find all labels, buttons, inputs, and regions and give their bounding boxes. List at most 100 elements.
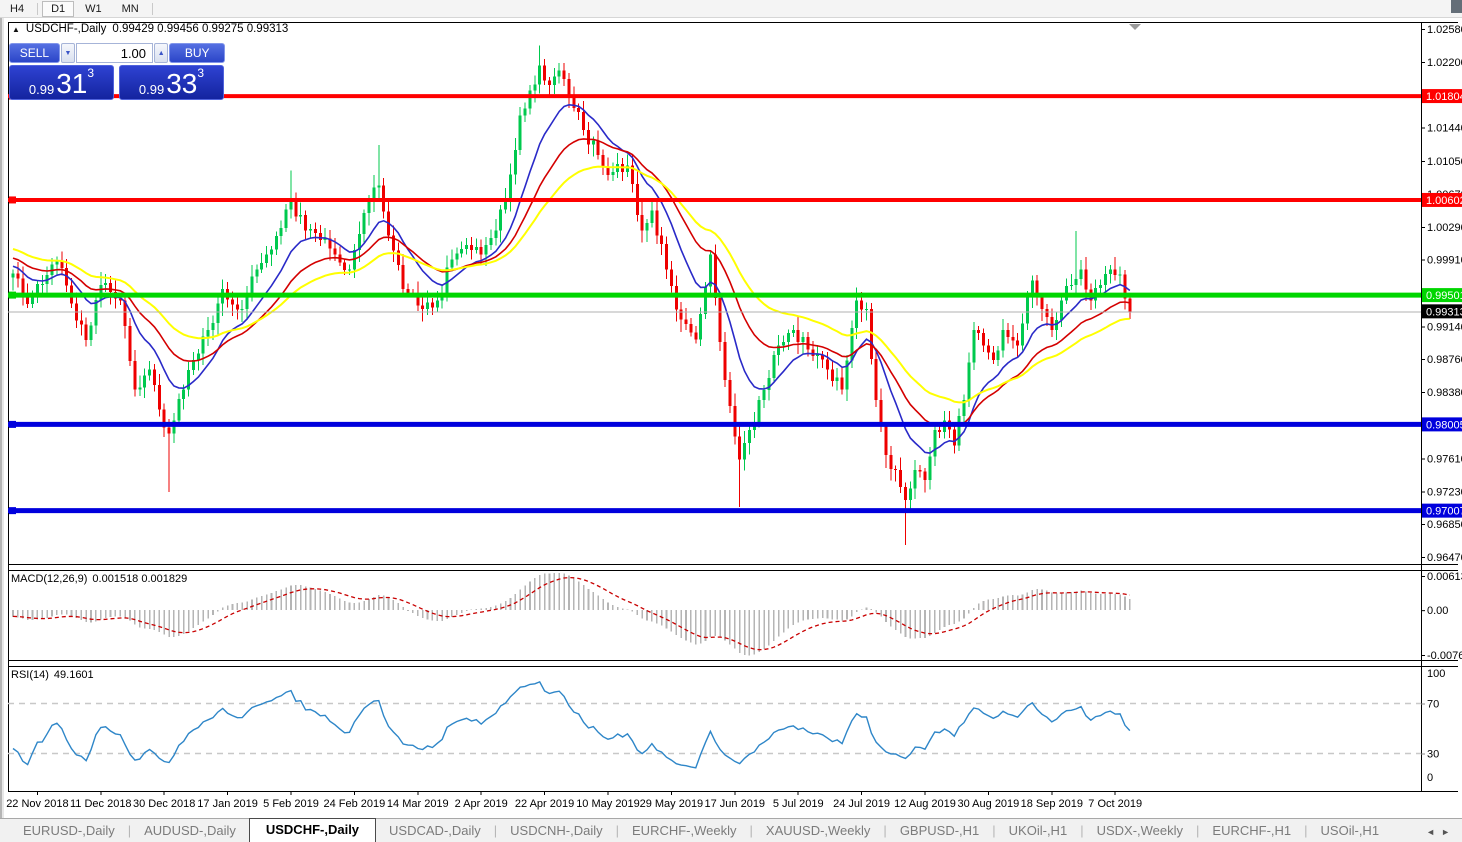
ma-line-12: [12, 103, 1131, 454]
rsi-axis: 100 70 30 0: [1421, 668, 1445, 784]
svg-text:1.00602: 1.00602: [1426, 195, 1462, 207]
svg-text:17 Jun 2019: 17 Jun 2019: [705, 798, 766, 810]
chart-title-row: ▲ USDCHF-,Daily 0.99429 0.99456 0.99275 …: [12, 23, 288, 35]
svg-text:2 Apr 2019: 2 Apr 2019: [455, 798, 508, 810]
macd-signal-line: [12, 576, 1130, 651]
chart-tabbar: EURUSD-,Daily | AUDUSD-,Daily USDCHF-,Daily…: [0, 818, 1462, 842]
level-lines[interactable]: 1.01804 1.00602 0.99501 0.98005 0.97007: [8, 89, 1462, 518]
volume-decrease-button[interactable]: ▼: [60, 43, 76, 63]
chart-tab-ukoil-h1[interactable]: UKOil-,H1: [1008, 823, 1068, 838]
tab-separator: |: [749, 823, 753, 838]
oneclick-collapse-icon[interactable]: ▲: [12, 24, 20, 34]
svg-text:17 Jan 2019: 17 Jan 2019: [197, 798, 258, 810]
buy-price-point: 3: [197, 66, 205, 80]
ma-line-24: [12, 138, 1130, 427]
rsi-name: RSI(14): [11, 669, 49, 681]
chart-shift-marker-icon[interactable]: [1129, 24, 1141, 30]
volume-input[interactable]: 1.00: [76, 43, 154, 63]
sell-price-point: 3: [87, 66, 95, 80]
chart-tab-audusd-daily[interactable]: AUDUSD-,Daily: [144, 823, 236, 838]
sell-price-pips: 31: [56, 68, 88, 99]
tab-scroll-left-icon[interactable]: ◄: [1426, 827, 1442, 837]
svg-text:1.01804: 1.01804: [1426, 91, 1462, 103]
svg-text:24 Jul 2019: 24 Jul 2019: [833, 798, 890, 810]
timeframe-button-w1[interactable]: W1: [85, 2, 102, 15]
rsi-indicator-label: RSI(14) 49.1601: [11, 669, 94, 681]
buy-button[interactable]: BUY: [169, 43, 225, 63]
svg-text:14 Mar 2019: 14 Mar 2019: [387, 798, 449, 810]
sell-button[interactable]: SELL: [9, 43, 60, 63]
volume-increase-button[interactable]: ▲: [154, 43, 169, 63]
svg-text:0.96470: 0.96470: [1427, 552, 1462, 564]
tab-separator: |: [992, 823, 996, 838]
tab-separator: |: [1196, 823, 1200, 838]
current-price-tag: 0.99313: [1422, 304, 1462, 319]
chart-tab-eurchf-h1[interactable]: EURCHF-,H1: [1212, 823, 1292, 838]
tab-scroll-arrows[interactable]: ◄►: [1426, 827, 1456, 837]
timeframe-button-h4[interactable]: H4: [10, 2, 25, 15]
one-click-trade-panel: SELL ▼ 1.00 ▲ BUY 0.99 31 3 0.99 33 3: [9, 43, 225, 100]
timeframe-button-d1[interactable]: D1: [42, 0, 75, 17]
svg-text:11 Dec 2018: 11 Dec 2018: [70, 798, 132, 810]
chart-symbol-title: USDCHF-,Daily: [25, 23, 107, 35]
sell-price-button[interactable]: 0.99 31 3: [9, 65, 114, 100]
chart-tab-xauusd-weekly[interactable]: XAUUSD-,Weekly: [765, 823, 871, 838]
tab-separator: |: [615, 823, 620, 838]
svg-text:30 Aug 2019: 30 Aug 2019: [958, 798, 1020, 810]
buy-price-button[interactable]: 0.99 33 3: [119, 65, 224, 100]
svg-text:24 Feb 2019: 24 Feb 2019: [323, 798, 385, 810]
svg-text:22 Apr 2019: 22 Apr 2019: [515, 798, 574, 810]
svg-text:18 Sep 2019: 18 Sep 2019: [1021, 798, 1083, 810]
chart-tab-gbpusd-h1[interactable]: GBPUSD-,H1: [899, 823, 980, 838]
pane-frames: [0, 18, 1458, 842]
svg-text:1.02580: 1.02580: [1427, 24, 1462, 36]
timeframe-toolbar: H4 D1 W1 MN: [0, 0, 1462, 18]
chart-tab-usoil-h1[interactable]: USOil-,H1: [1320, 823, 1380, 838]
level-handle: [9, 507, 16, 515]
svg-text:30 Dec 2018: 30 Dec 2018: [133, 798, 195, 810]
tab-separator: |: [127, 823, 132, 838]
svg-text:0.00613: 0.00613: [1427, 571, 1462, 583]
svg-text:0.97007: 0.97007: [1426, 506, 1462, 518]
time-axis: 22 Nov 2018 11 Dec 2018 30 Dec 2018 17 Jan …: [6, 791, 1142, 810]
sell-price-major: 0.99: [28, 82, 55, 97]
svg-text:29 May 2019: 29 May 2019: [640, 798, 704, 810]
svg-text:0.00: 0.00: [1427, 605, 1448, 617]
chart-tab-eurusd-daily[interactable]: EURUSD-,Daily: [23, 823, 115, 838]
level-handle: [9, 291, 16, 299]
level-handle: [9, 196, 16, 204]
timeframe-button-mn[interactable]: MN: [121, 2, 139, 15]
macd-indicator-label: MACD(12,26,9) 0.001518 0.001829: [11, 573, 187, 585]
svg-text:10 May 2019: 10 May 2019: [576, 798, 640, 810]
svg-text:0.99313: 0.99313: [1426, 306, 1462, 318]
window-edge: [1451, 0, 1462, 13]
tab-separator: |: [493, 823, 498, 838]
svg-text:22 Nov 2018: 22 Nov 2018: [6, 798, 68, 810]
svg-text:7 Oct 2019: 7 Oct 2019: [1088, 798, 1142, 810]
chart-tab-usdx-weekly[interactable]: USDX-,Weekly: [1096, 823, 1184, 838]
svg-text:0.98005: 0.98005: [1426, 419, 1462, 431]
chart-tab-eurchf-weekly[interactable]: EURCHF-,Weekly: [632, 823, 737, 838]
svg-text:1.02200: 1.02200: [1427, 57, 1462, 69]
chart-tab-usdcnh-daily[interactable]: USDCNH-,Daily: [510, 823, 603, 838]
svg-text:0.99501: 0.99501: [1426, 290, 1462, 302]
ma-line-40: [12, 165, 1130, 404]
tab-scroll-right-icon[interactable]: ►: [1441, 827, 1456, 837]
chart-tab-usdchf-daily[interactable]: USDCHF-,Daily: [248, 818, 377, 842]
chart-ohlc-values: 0.99429 0.99456 0.99275 0.99313: [112, 23, 289, 35]
chart-tab-usdcad-daily[interactable]: USDCAD-,Daily: [389, 823, 481, 838]
level-handle: [9, 420, 16, 428]
svg-text:30: 30: [1427, 749, 1439, 761]
macd-name: MACD(12,26,9): [11, 573, 88, 585]
svg-text:12 Aug 2019: 12 Aug 2019: [894, 798, 956, 810]
svg-text:1.01050: 1.01050: [1427, 156, 1462, 168]
